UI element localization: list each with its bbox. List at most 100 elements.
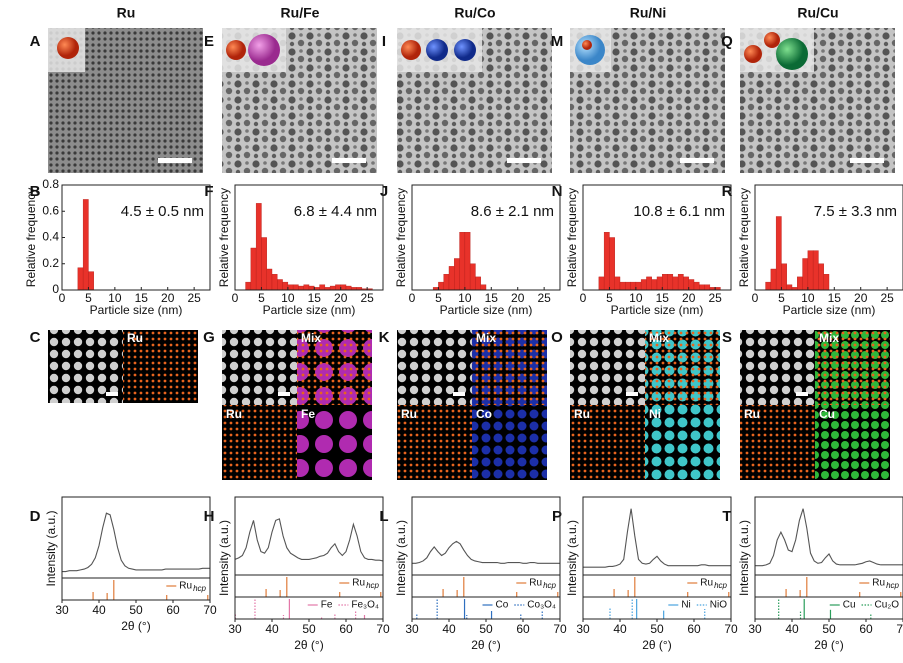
bar <box>454 258 460 291</box>
particle-model <box>401 40 421 60</box>
x-tick-label: 70 <box>376 622 390 636</box>
bar <box>77 267 84 291</box>
bar <box>319 284 326 291</box>
particle-model <box>226 40 246 60</box>
map-label: Mix <box>301 331 321 345</box>
x-tick-label: 20 <box>511 291 525 305</box>
x-tick-label: 5 <box>258 291 265 305</box>
annotation: 4.5 ± 0.5 nm <box>121 203 204 220</box>
y-tick-label: 0.4 <box>42 230 59 244</box>
x-tick-label: 30 <box>576 622 590 636</box>
y-axis-label: Intensity (a.u.) <box>394 520 408 596</box>
x-tick-label: 50 <box>129 603 143 617</box>
scale-bar <box>453 392 465 396</box>
eds-mix-layer <box>472 330 547 405</box>
x-tick-label: 50 <box>650 622 664 636</box>
eds-ru <box>123 330 198 403</box>
eds-element-layer <box>815 405 890 480</box>
bar <box>646 276 652 291</box>
panel-label: H <box>204 508 215 525</box>
y-axis-label: Relative frequency <box>565 188 579 287</box>
x-tick-label: 10 <box>801 291 815 305</box>
x-tick-label: 5 <box>435 291 442 305</box>
x-tick-label: 15 <box>485 291 499 305</box>
x-tick-label: 70 <box>896 622 903 636</box>
legend-label: Co <box>495 600 508 611</box>
particle-model <box>248 34 280 66</box>
eds-element-layer <box>472 405 547 480</box>
bar <box>464 232 471 291</box>
legend-subscript: hcp <box>714 581 727 590</box>
x-tick-label: 20 <box>854 291 868 305</box>
panel-label: I <box>382 33 386 50</box>
bar <box>677 274 684 291</box>
bar <box>345 285 352 291</box>
x-tick-label: 25 <box>537 291 551 305</box>
bar <box>335 284 341 291</box>
bar <box>775 216 782 291</box>
panel-label: S <box>722 329 732 346</box>
scale-bar <box>796 392 808 396</box>
xrd-pattern <box>583 508 731 568</box>
x-tick-label: 25 <box>360 291 374 305</box>
xrd-pattern <box>412 540 560 564</box>
bar <box>282 281 289 291</box>
eds-mix-layer <box>297 330 372 405</box>
panel-label: D <box>30 508 41 525</box>
bar <box>683 276 689 291</box>
map-label: Mix <box>819 331 839 345</box>
bar <box>667 274 674 291</box>
legend-subscript: hcp <box>886 581 899 590</box>
bar <box>298 285 304 291</box>
bar <box>292 284 299 291</box>
x-tick-label: 10 <box>108 291 122 305</box>
bar <box>303 284 310 291</box>
y-axis-label: Relative frequency <box>394 188 408 287</box>
x-tick-label: 0 <box>232 291 239 305</box>
panel-label: O <box>551 329 563 346</box>
y-axis-label: Relative frequency <box>737 188 751 287</box>
panel-label: A <box>30 33 41 50</box>
bar <box>287 284 294 291</box>
column-title: Ru/Cu <box>797 5 838 21</box>
bar <box>656 276 663 291</box>
annotation: 10.8 ± 6.1 nm <box>633 203 725 220</box>
eds-ru-layer <box>740 405 815 480</box>
y-axis-label: Relative frequency <box>217 188 231 287</box>
bar <box>693 281 700 291</box>
particle-model <box>57 37 79 59</box>
panel-label: E <box>204 33 214 50</box>
x-tick-label: 60 <box>516 622 530 636</box>
x-axis-label: Particle size (nm) <box>783 303 876 317</box>
legend-label: Ru <box>700 578 713 589</box>
column-title: Ru <box>117 5 136 21</box>
panel-label: B <box>30 183 41 200</box>
legend-label: Co₃O₄ <box>527 600 556 611</box>
eds-ru-layer <box>570 405 645 480</box>
annotation: 8.6 ± 2.1 nm <box>471 203 554 220</box>
y-axis-label: Relative frequency <box>24 188 38 287</box>
x-axis-label: 2θ (°) <box>121 619 150 633</box>
eds-mix-layer <box>815 330 890 405</box>
x-tick-label: 60 <box>339 622 353 636</box>
bar <box>469 263 476 291</box>
y-axis-label: Intensity (a.u.) <box>737 520 751 596</box>
legend-subscript: hcp <box>193 584 206 593</box>
bar <box>250 247 257 291</box>
bar <box>329 285 336 291</box>
x-tick-label: 0 <box>580 291 587 305</box>
x-tick-label: 10 <box>458 291 472 305</box>
bar <box>619 281 626 291</box>
bar <box>802 258 809 291</box>
bar <box>812 250 819 291</box>
map-label: Ru <box>401 407 417 421</box>
bar <box>448 266 455 291</box>
xrd-pattern <box>62 512 210 573</box>
legend-label: Cu <box>843 600 856 611</box>
x-tick-label: 70 <box>724 622 738 636</box>
x-tick-label: 50 <box>822 622 836 636</box>
bar <box>614 276 621 291</box>
bar <box>770 268 777 291</box>
x-axis-label: 2θ (°) <box>471 638 500 652</box>
